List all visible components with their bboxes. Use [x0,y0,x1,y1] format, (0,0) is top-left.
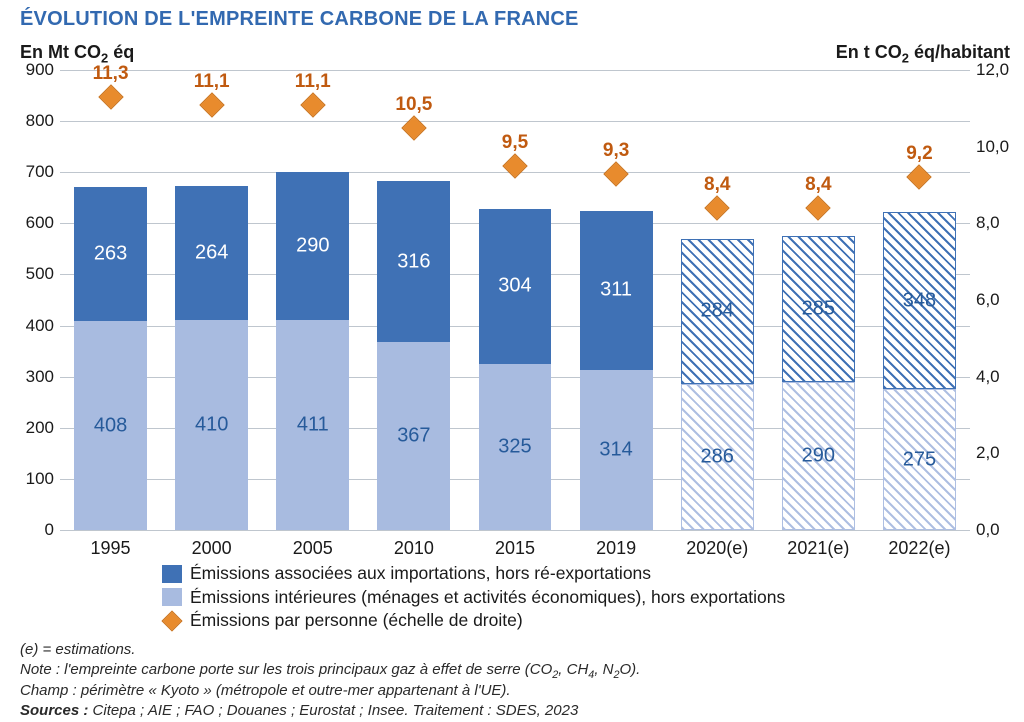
legend: Émissions associées aux importations, ho… [162,562,785,633]
x-tick-label: 2010 [394,530,434,559]
legend-label: Émissions intérieures (ménages et activi… [190,586,785,610]
diamond-marker [605,162,628,185]
plot-area: 01002003004005006007008009000,02,04,06,0… [60,70,970,530]
y-right-tick-label: 2,0 [970,443,1000,463]
y-left-tick-label: 500 [4,264,60,284]
footnotes: (e) = estimations. Note : l'empreinte ca… [20,640,640,721]
diamond-value: 9,5 [502,132,528,154]
y-right-tick-label: 4,0 [970,367,1000,387]
markers-layer: 11,311,111,110,59,59,38,48,49,2 [60,70,970,530]
legend-swatch [162,588,182,606]
legend-row: Émissions associées aux importations, ho… [162,562,785,586]
y-right-tick-label: 6,0 [970,290,1000,310]
diamond-value: 11,1 [194,71,230,93]
legend-label: Émissions associées aux importations, ho… [190,562,651,586]
legend-row: Émissions intérieures (ménages et activi… [162,586,785,610]
y-right-tick-label: 0,0 [970,520,1000,540]
diamond-value: 10,5 [395,94,432,116]
diamond-marker [200,93,223,116]
sources-text: Citepa ; AIE ; FAO ; Douanes ; Eurostat … [88,702,578,719]
y-left-tick-label: 600 [4,213,60,233]
diamond-value: 11,1 [295,71,331,93]
diamond-marker [403,116,426,139]
x-tick-label: 2022(e) [888,530,950,559]
x-tick-label: 1995 [91,530,131,559]
legend-row: Émissions par personne (échelle de droit… [162,609,785,633]
diamond-value: 8,4 [805,174,831,196]
x-tick-label: 2000 [192,530,232,559]
footnote-note: Note : l'empreinte carbone porte sur les… [20,660,640,680]
diamond-value: 11,3 [93,63,129,85]
diamond-marker [706,197,729,220]
diamond-icon [162,612,182,630]
diamond-marker [99,86,122,109]
y-left-tick-label: 900 [4,60,60,80]
x-tick-label: 2005 [293,530,333,559]
y-left-tick-label: 300 [4,367,60,387]
diamond-marker [504,155,527,178]
diamond-value: 9,2 [906,143,932,165]
diamond-marker [807,197,830,220]
y-left-tick-label: 800 [4,111,60,131]
diamond-value: 8,4 [704,174,730,196]
chart-page: ÉVOLUTION DE L'EMPREINTE CARBONE DE LA F… [0,0,1024,722]
diamond-marker [301,93,324,116]
y-right-tick-label: 10,0 [970,137,1009,157]
chart-title: ÉVOLUTION DE L'EMPREINTE CARBONE DE LA F… [20,8,579,31]
y-left-tick-label: 700 [4,162,60,182]
sources-label: Sources : [20,702,88,719]
footnote-estimations: (e) = estimations. [20,640,640,660]
diamond-marker [908,166,931,189]
legend-label: Émissions par personne (échelle de droit… [190,609,523,633]
x-tick-label: 2020(e) [686,530,748,559]
footnote-sources: Sources : Citepa ; AIE ; FAO ; Douanes ;… [20,701,640,721]
x-tick-label: 2015 [495,530,535,559]
diamond-value: 9,3 [603,140,629,162]
y-left-tick-label: 0 [4,520,60,540]
x-tick-label: 2019 [596,530,636,559]
y-left-tick-label: 100 [4,469,60,489]
y-left-tick-label: 400 [4,316,60,336]
y-right-tick-label: 8,0 [970,213,1000,233]
footnote-champ: Champ : périmètre « Kyoto » (métropole e… [20,681,640,701]
y-right-tick-label: 12,0 [970,60,1009,80]
legend-swatch [162,565,182,583]
y-left-tick-label: 200 [4,418,60,438]
x-tick-label: 2021(e) [787,530,849,559]
